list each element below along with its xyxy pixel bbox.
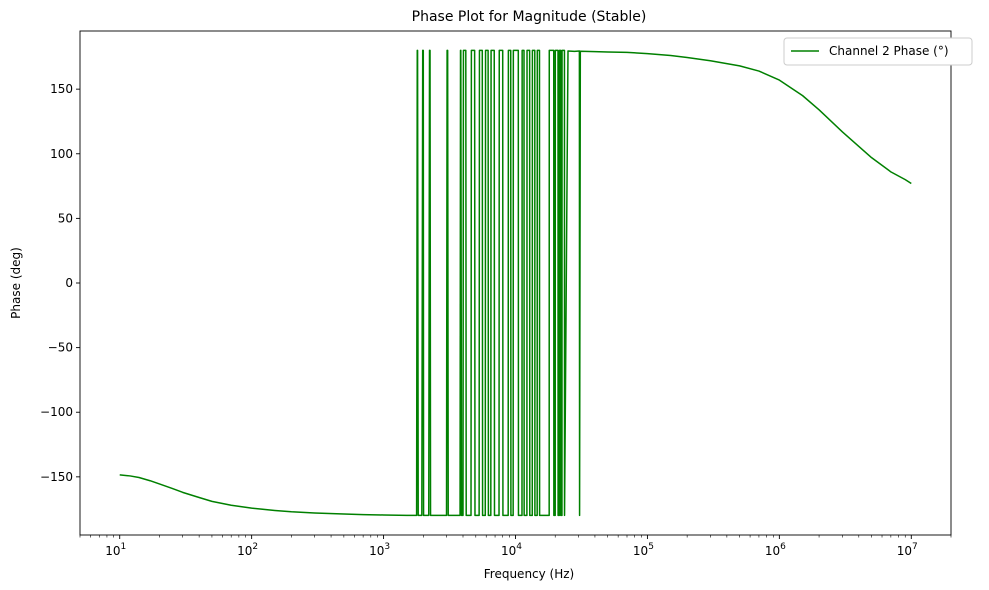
legend: Channel 2 Phase (°) — [783, 37, 973, 66]
legend-entry: Channel 2 Phase (°) — [829, 44, 949, 58]
y-tick-label: 50 — [58, 211, 73, 225]
x-tick-exponent: 1 — [120, 542, 126, 552]
y-tick-label: 150 — [50, 82, 73, 96]
y-axis-label: Phase (deg) — [9, 247, 23, 319]
x-tick-exponent: 2 — [252, 542, 258, 552]
x-tick-exponent: 4 — [516, 542, 522, 552]
series-line-0 — [119, 49, 912, 517]
x-tick-exponent: 5 — [648, 542, 654, 552]
legend-box — [783, 37, 973, 66]
y-tick-label: 0 — [65, 276, 73, 290]
x-tick-exponent: 6 — [780, 542, 786, 552]
chart-title: Phase Plot for Magnitude (Stable) — [412, 9, 647, 25]
y-tick-label: 100 — [50, 147, 73, 161]
x-axis-label: Frequency (Hz) — [484, 567, 575, 581]
y-tick-label: −150 — [40, 470, 73, 484]
y-tick-label: −100 — [40, 405, 73, 419]
x-tick-exponent: 3 — [384, 542, 390, 552]
x-tick-exponent: 7 — [912, 542, 918, 552]
y-tick-label: −50 — [48, 341, 73, 355]
